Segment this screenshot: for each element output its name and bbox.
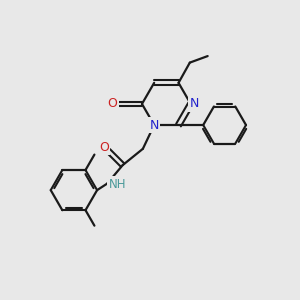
Text: NH: NH [109,178,126,191]
Text: N: N [149,118,159,131]
Text: O: O [99,141,109,154]
Text: N: N [190,98,199,110]
Text: O: O [107,98,117,110]
